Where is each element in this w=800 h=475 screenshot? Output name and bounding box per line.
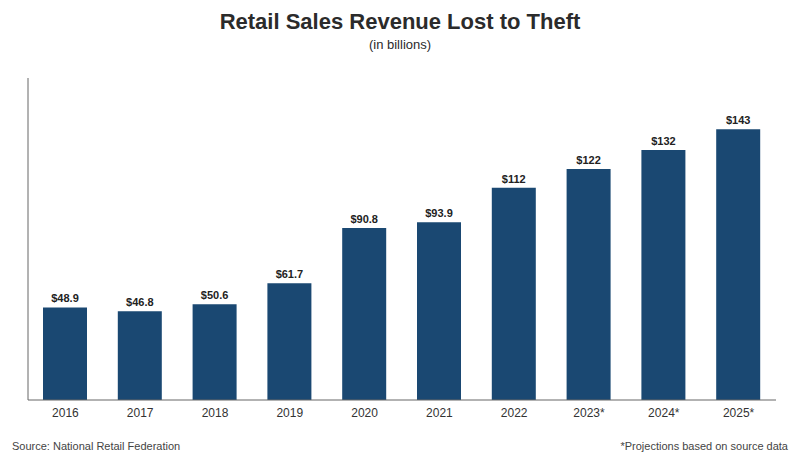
svg-text:$46.8: $46.8 bbox=[126, 296, 154, 308]
svg-text:2016: 2016 bbox=[52, 406, 79, 420]
svg-text:$122: $122 bbox=[576, 154, 600, 166]
svg-text:$143: $143 bbox=[726, 114, 750, 126]
html-text:Source: National Retail Federa: Source: National Retail Federation bbox=[12, 440, 181, 452]
svg-text:2018: 2018 bbox=[202, 406, 229, 420]
svg-text:2023*: 2023* bbox=[573, 406, 605, 420]
svg-text:2021: 2021 bbox=[426, 406, 453, 420]
html-text:*Projections based on source d: *Projections based on source data bbox=[620, 440, 788, 452]
html-text:(in billions): (in billions) bbox=[368, 37, 432, 52]
svg-text:2020: 2020 bbox=[351, 406, 378, 420]
svg-text:$90.8: $90.8 bbox=[350, 213, 378, 225]
svg-text:$112: $112 bbox=[502, 173, 526, 185]
svg-text:2022: 2022 bbox=[501, 406, 528, 420]
svg-text:$50.6: $50.6 bbox=[201, 289, 229, 301]
svg-text:2019: 2019 bbox=[276, 406, 303, 420]
svg-text:2025*: 2025* bbox=[723, 406, 755, 420]
svg-text:$48.9: $48.9 bbox=[51, 292, 79, 304]
svg-text:$61.7: $61.7 bbox=[276, 268, 304, 280]
svg-text:$93.9: $93.9 bbox=[425, 207, 453, 219]
svg-text:2024*: 2024* bbox=[648, 406, 680, 420]
svg-text:2017: 2017 bbox=[127, 406, 154, 420]
html-text:Retail Sales Revenue Lost to T: Retail Sales Revenue Lost to Theft bbox=[219, 9, 581, 34]
svg-text:$132: $132 bbox=[651, 135, 675, 147]
